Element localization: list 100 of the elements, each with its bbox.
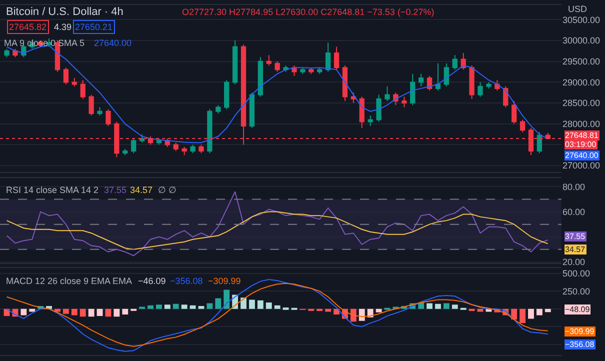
y-tick-label: 30500.00 xyxy=(562,14,600,25)
bar xyxy=(282,307,289,310)
candlestick xyxy=(376,94,382,122)
candlestick xyxy=(410,73,416,106)
annotation: MACD 12 26 close 9 EMA EMA xyxy=(6,276,132,286)
annotation: −356.08 xyxy=(170,276,203,286)
candlestick xyxy=(512,100,517,124)
candlestick xyxy=(402,96,407,108)
candlestick xyxy=(190,144,196,154)
bar xyxy=(443,303,450,309)
candlestick xyxy=(274,60,280,72)
bar xyxy=(190,305,196,309)
bar xyxy=(71,308,78,316)
y-tick-label: 28000.00 xyxy=(562,119,600,130)
bar xyxy=(536,308,542,316)
bar xyxy=(266,302,272,309)
candlestick xyxy=(207,108,212,154)
bar xyxy=(198,306,204,309)
candlestick xyxy=(198,144,204,154)
candlestick xyxy=(536,132,542,154)
line-series xyxy=(6,44,548,144)
y-tick-label: 27000.00 xyxy=(562,160,600,171)
line-series xyxy=(6,211,548,250)
candlestick xyxy=(317,67,322,74)
candlestick xyxy=(182,146,187,156)
bar xyxy=(325,308,332,312)
bar xyxy=(376,308,382,312)
text: −309.99 xyxy=(565,327,595,336)
y-tick-label: 20.00 xyxy=(562,257,585,268)
bar xyxy=(257,300,264,309)
text: −356.08 xyxy=(565,340,595,349)
candlestick xyxy=(300,67,306,74)
bar xyxy=(156,304,162,309)
text: 27648.81 xyxy=(565,131,599,140)
candlestick xyxy=(266,54,272,66)
annotation: −309.99 xyxy=(208,276,241,286)
bar xyxy=(544,308,551,312)
annotation: 34.57 xyxy=(130,185,153,195)
candlestick xyxy=(452,54,458,70)
bar xyxy=(215,298,222,309)
annotation: 27650.21 xyxy=(75,22,113,32)
candlestick xyxy=(4,48,10,58)
candlestick xyxy=(97,106,102,116)
bar xyxy=(316,308,323,312)
candlestick xyxy=(486,82,492,89)
text: 37.55 xyxy=(565,232,586,241)
y-tick-label: 80.00 xyxy=(562,182,585,192)
y-tick-label: 29500.00 xyxy=(562,56,600,66)
candlestick xyxy=(384,86,390,102)
bar xyxy=(418,302,424,309)
annotation: 27640.00 xyxy=(94,38,132,48)
candlestick xyxy=(368,115,373,126)
candlestick xyxy=(224,80,230,110)
bar xyxy=(29,308,36,312)
candlestick xyxy=(418,73,424,87)
bar xyxy=(511,308,518,320)
candlestick xyxy=(326,42,331,72)
annotation: ∅ ∅ xyxy=(158,185,177,195)
bar xyxy=(105,308,112,317)
candlestick xyxy=(72,78,77,87)
candlestick xyxy=(334,46,340,70)
candlestick xyxy=(520,119,526,133)
candlestick xyxy=(131,138,136,154)
bar xyxy=(88,308,94,317)
bar xyxy=(114,308,120,317)
candlestick xyxy=(435,62,441,92)
text: 34.57 xyxy=(565,245,586,254)
bar xyxy=(274,305,280,309)
candlestick xyxy=(106,108,111,126)
bar xyxy=(452,304,458,309)
bar xyxy=(426,303,432,309)
text: 03:19:00 xyxy=(565,140,597,149)
y-tick-label: 28500.00 xyxy=(562,98,600,108)
candlestick xyxy=(426,75,432,92)
annotation: −46.09 xyxy=(138,276,166,286)
candlestick xyxy=(308,67,314,74)
candlestick xyxy=(63,67,69,85)
annotation: 4.39 xyxy=(54,22,72,32)
text: −48.09 xyxy=(565,305,590,314)
text: 27640.00 xyxy=(565,151,599,160)
y-tick-label: 250.00 xyxy=(562,286,590,296)
bar xyxy=(206,303,213,309)
candlestick xyxy=(80,80,86,100)
candlestick xyxy=(469,65,474,100)
bar xyxy=(528,308,534,319)
candlestick xyxy=(173,142,178,152)
bar xyxy=(96,308,103,316)
bar xyxy=(122,308,128,315)
bar xyxy=(80,308,86,317)
bar xyxy=(224,290,230,309)
candlestick xyxy=(216,104,221,114)
chart-title: Bitcoin / U.S. Dollar · 4h xyxy=(6,6,124,18)
annotation: 37.55 xyxy=(104,185,127,195)
bar xyxy=(148,305,154,309)
bar xyxy=(240,298,246,309)
candlestick xyxy=(292,65,297,76)
annotation: RSI 14 close SMA 14 2 xyxy=(6,185,99,195)
bar xyxy=(334,308,340,315)
candlestick xyxy=(232,40,238,85)
candlestick xyxy=(342,65,348,102)
